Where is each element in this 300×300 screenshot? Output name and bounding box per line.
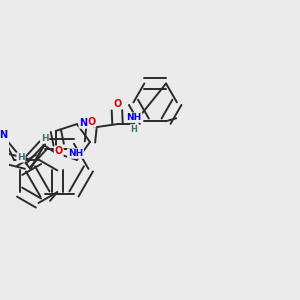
Text: N: N (79, 118, 87, 128)
Text: H: H (41, 134, 49, 143)
Text: H: H (130, 125, 137, 134)
Text: O: O (55, 146, 63, 156)
Text: H: H (17, 153, 25, 162)
Text: N: N (0, 130, 8, 140)
Text: O: O (113, 99, 122, 109)
Text: NH: NH (126, 113, 142, 122)
Text: O: O (87, 117, 95, 127)
Text: NH: NH (68, 149, 83, 158)
